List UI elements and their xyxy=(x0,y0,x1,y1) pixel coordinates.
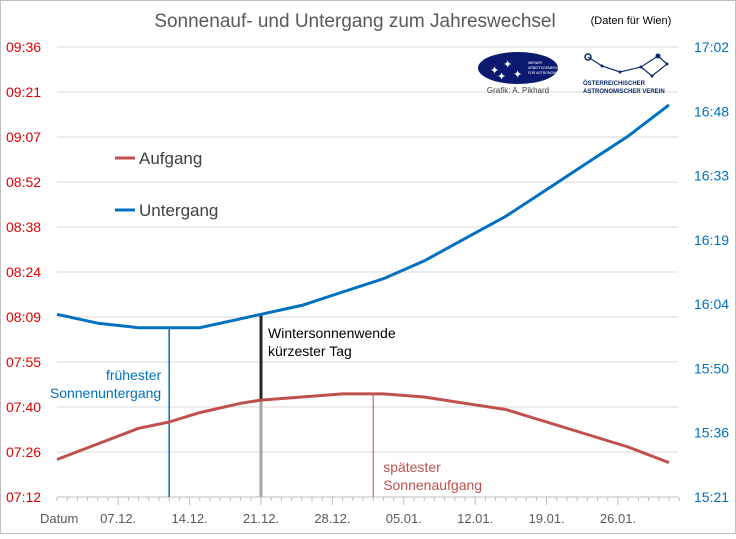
series-line-untergang xyxy=(56,103,670,330)
annotation-latest-sunrise-2: Sonnenaufgang xyxy=(383,477,482,493)
credit-text: Grafik: A. Pikhard xyxy=(487,86,549,95)
svg-text:ARBEITSGEMEINSCHAFT: ARBEITSGEMEINSCHAFT xyxy=(528,66,572,70)
x-tick-label: 28.12. xyxy=(314,511,350,526)
y-right-tick-label: 15:50 xyxy=(694,360,729,376)
x-tick-label: 26.01. xyxy=(600,511,636,526)
y-left-tick-label: 07:26 xyxy=(6,444,41,460)
x-tick-label: 21.12. xyxy=(243,511,279,526)
series-line-aufgang xyxy=(56,392,670,465)
annotation-solstice-2: kürzester Tag xyxy=(268,343,352,359)
svg-text:FÜR ASTRONOMIE: FÜR ASTRONOMIE xyxy=(528,71,560,75)
legend-label-aufgang: Aufgang xyxy=(139,149,202,168)
series-lines xyxy=(56,103,670,465)
y-left-tick-label: 07:40 xyxy=(6,399,41,415)
x-axis-label: Datum xyxy=(40,511,78,526)
annotation-earliest-sunset-2: Sonnenuntergang xyxy=(50,385,161,401)
legend: Aufgang Untergang xyxy=(115,149,218,220)
y-right-tick-label: 17:02 xyxy=(694,39,729,55)
y-right-tick-label: 16:19 xyxy=(694,232,729,248)
axis-ticks: 07:12 07:26 07:40 07:55 08:09 08:24 08:38 08:52… xyxy=(6,39,729,526)
y-left-tick-label: 07:12 xyxy=(6,489,41,505)
y-right-tick-label: 16:04 xyxy=(694,296,729,312)
y-left-tick-label: 08:09 xyxy=(6,309,41,325)
svg-text:✦: ✦ xyxy=(503,59,512,71)
x-tick-label: 14.12. xyxy=(172,511,208,526)
y-left-tick-label: 07:55 xyxy=(6,354,41,370)
svg-text:ASTRONOMISCHER VEREIN: ASTRONOMISCHER VEREIN xyxy=(583,89,665,95)
x-tick-label: 12.01. xyxy=(457,511,493,526)
y-right-tick-label: 16:33 xyxy=(694,168,729,184)
annotation-latest-sunrise-1: spätester xyxy=(383,459,441,475)
annotation-earliest-sunset-1: frühester xyxy=(106,367,162,383)
legend-label-untergang: Untergang xyxy=(139,201,218,220)
y-right-tick-label: 15:21 xyxy=(694,489,729,505)
chart-subtitle: (Daten für Wien) xyxy=(591,15,672,27)
svg-text:WIENER: WIENER xyxy=(528,61,542,65)
x-tick-label: 19.01. xyxy=(529,511,565,526)
y-left-tick-label: 09:36 xyxy=(6,39,41,55)
chart-title: Sonnenauf- und Untergang zum Jahreswechs… xyxy=(154,11,555,32)
waa-logo: ✦ ✦✦✦ WIENER ARBEITSGEMEINSCHAFT FÜR ASTR… xyxy=(478,52,572,84)
y-right-tick-label: 16:48 xyxy=(694,103,729,119)
annotation-solstice-1: Wintersonnenwende xyxy=(268,325,396,341)
y-left-tick-label: 08:24 xyxy=(6,264,41,280)
svg-text:✦: ✦ xyxy=(497,71,506,83)
svg-text:ÖSTERREICHISCHER: ÖSTERREICHISCHER xyxy=(583,80,646,87)
oeav-logo: ÖSTERREICHISCHER ASTRONOMISCHER VEREIN xyxy=(583,53,669,95)
y-right-tick-label: 15:36 xyxy=(694,425,729,441)
y-left-tick-label: 09:21 xyxy=(6,84,41,100)
svg-text:✦: ✦ xyxy=(513,69,522,81)
y-left-tick-label: 08:52 xyxy=(6,174,41,190)
y-left-tick-label: 08:38 xyxy=(6,219,41,235)
x-tick-label: 07.12. xyxy=(100,511,136,526)
svg-text:✦: ✦ xyxy=(490,65,499,77)
y-left-tick-label: 09:07 xyxy=(6,129,41,145)
annotations: frühester Sonnenuntergang Wintersonnenwend… xyxy=(50,314,482,497)
x-tick-label: 05.01. xyxy=(386,511,422,526)
